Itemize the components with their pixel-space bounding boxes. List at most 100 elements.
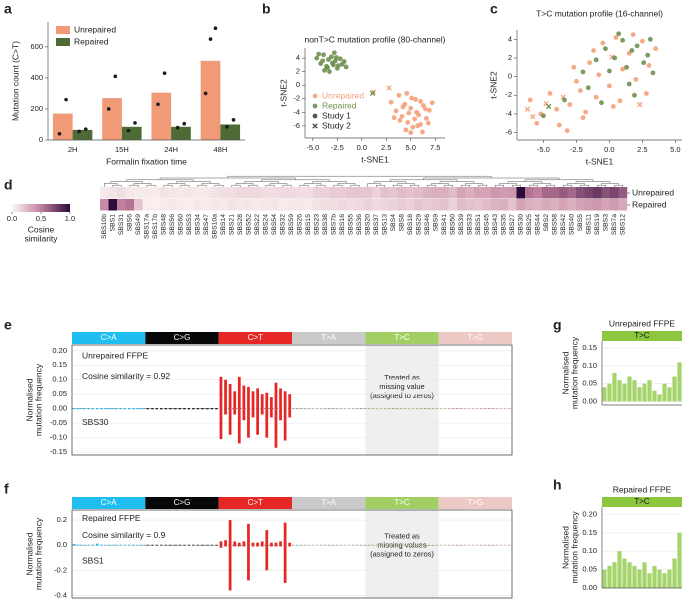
heat-cell [278, 187, 288, 199]
bar [297, 408, 301, 410]
point [653, 46, 658, 52]
bar [637, 387, 642, 402]
heat-cell [185, 199, 194, 211]
bar [242, 541, 246, 546]
column-label: SBS45 [484, 214, 491, 235]
band [365, 332, 439, 344]
dendrogram [499, 183, 517, 186]
bar [228, 520, 232, 546]
heat-cell [525, 199, 534, 211]
y-tick-label: 0.00 [582, 583, 597, 592]
bar [86, 408, 90, 410]
point [624, 64, 629, 70]
column-label: SBS7b [331, 214, 338, 235]
legend-label: Repaired [74, 36, 109, 46]
sample-point [106, 107, 111, 111]
x-tick-label: 2H [68, 145, 78, 154]
bar [334, 408, 337, 409]
point [414, 109, 420, 115]
point [397, 118, 403, 123]
heat-cell [227, 187, 237, 199]
heat-cell [236, 199, 245, 211]
bar [265, 408, 269, 438]
bar [334, 408, 337, 410]
bar [237, 376, 241, 409]
band-label: T>C [634, 497, 650, 506]
legend-label: Unrepaired [74, 24, 116, 34]
heat-cell [312, 199, 322, 211]
heat-cell [482, 187, 492, 199]
band-label: C>G [174, 333, 191, 342]
bar [297, 408, 301, 409]
heat-cell [151, 199, 160, 211]
dendrogram [303, 183, 322, 186]
sample-point [156, 102, 160, 107]
dendrogram [110, 181, 143, 184]
annotation: Cosine similarity = 0.9 [82, 530, 166, 540]
heat-cell [168, 199, 177, 211]
dendrogram [350, 184, 360, 187]
bar [347, 408, 351, 410]
bar [453, 408, 457, 410]
bar [242, 408, 246, 421]
point [607, 83, 612, 89]
dendrogram [439, 181, 475, 184]
bar [274, 408, 278, 448]
bar [187, 408, 191, 409]
heat-cell [193, 187, 203, 199]
bar [499, 408, 502, 410]
point [645, 52, 651, 58]
heat-cell [125, 199, 135, 211]
point [616, 31, 622, 37]
bar [672, 558, 677, 588]
dendrogram [410, 184, 419, 187]
column-label: SBS11 [586, 214, 593, 235]
y-tick-label: 0.15 [582, 343, 597, 352]
point [593, 57, 599, 63]
bar [205, 408, 209, 410]
heat-cell [448, 199, 458, 211]
y-tick-label: 600 [30, 42, 43, 51]
bar [315, 408, 319, 409]
heat-cell [287, 187, 296, 199]
y-axis-label: Normalised [24, 378, 34, 421]
missing-note: missing value [379, 382, 424, 391]
bar [132, 408, 136, 410]
y-axis-label: mutation frequency [33, 363, 43, 436]
point [603, 46, 608, 52]
band-label: C>A [101, 498, 117, 507]
point [530, 114, 536, 120]
colorbar-tick-label: 0.0 [7, 214, 17, 223]
bar [320, 408, 324, 409]
column-label: SBS12 [620, 214, 627, 235]
heat-cell [380, 199, 390, 211]
point [330, 60, 335, 66]
bar [118, 408, 122, 410]
point [331, 50, 337, 56]
bar [155, 408, 159, 410]
bar [503, 408, 507, 410]
heat-cell [117, 199, 126, 211]
band [438, 332, 512, 344]
bar [123, 408, 127, 410]
column-label: SBS4 [390, 214, 397, 232]
y-tick-label: 400 [30, 73, 43, 82]
bar [256, 542, 259, 546]
heat-cell [372, 187, 381, 199]
y-tick-label: 0.10 [582, 361, 597, 370]
dendrogram [133, 183, 152, 186]
y-axis-label: t-SNE2 [488, 71, 498, 99]
heat-cell [618, 187, 628, 199]
band [145, 497, 219, 509]
heat-cell [108, 187, 118, 199]
dendrogram [159, 177, 296, 180]
panel-letter: e [4, 317, 12, 333]
x-tick-label: 48H [213, 145, 227, 154]
bar [311, 408, 314, 410]
point [391, 115, 397, 121]
column-label: SBS26 [297, 214, 304, 235]
sample-point [231, 118, 236, 122]
y-tick-label: 0.10 [52, 375, 67, 384]
heat-cell [363, 187, 373, 199]
bar [265, 392, 269, 409]
